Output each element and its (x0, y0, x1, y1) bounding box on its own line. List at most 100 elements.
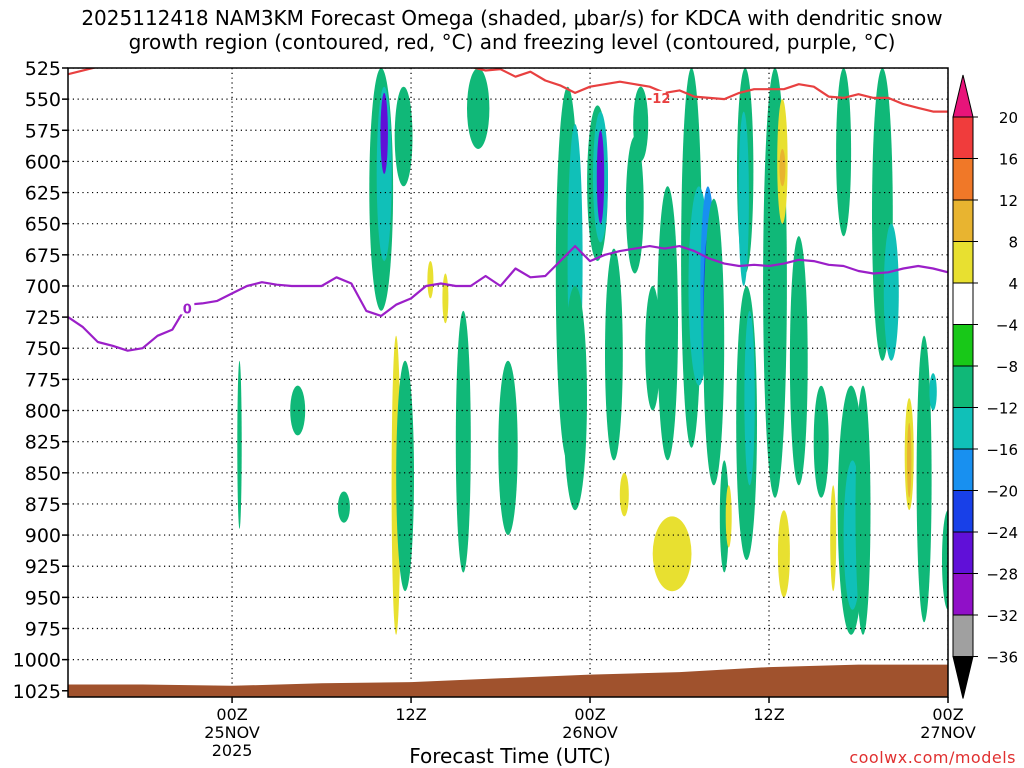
freezing-contour-label: 0 (183, 302, 192, 317)
omega-cell (563, 286, 587, 511)
x-tick-label: 12Z (395, 705, 426, 724)
colorbar-segment (952, 448, 974, 491)
colorbar-label: 8 (1008, 234, 1018, 252)
omega-cell (883, 223, 899, 361)
omega-cell (993, 68, 1002, 99)
omega-cell (467, 68, 490, 149)
colorbar: 20 16 12 8 4 −4 −8 −12 −16 −20 −24 −28 −32 −36 (952, 74, 1018, 699)
y-tick-label: 925 (25, 556, 61, 578)
colorbar-segment (952, 407, 974, 450)
grid-lines (68, 68, 948, 697)
omega-cell (836, 68, 852, 237)
chart-title-line1: 2025112418 NAM3KM Forecast Omega (shaded… (81, 6, 943, 30)
omega-cell (498, 360, 518, 536)
freezing-level-contour (68, 245, 948, 352)
y-tick-label: 875 (25, 494, 61, 516)
chart-title: 2025112418 NAM3KM Forecast Omega (shaded… (0, 6, 1024, 54)
x-tick-label: 27NOV (920, 723, 976, 742)
y-tick-label: 800 (25, 401, 61, 423)
omega-cell (396, 360, 414, 592)
y-tick-label: 1000 (13, 650, 61, 672)
colorbar-segment (952, 573, 974, 616)
colorbar-segment (952, 282, 974, 325)
y-tick-label: 1025 (13, 681, 61, 703)
colorbar-label: −8 (996, 358, 1018, 376)
y-tick-label: 650 (25, 214, 61, 236)
plot-frame (67, 67, 949, 698)
colorbar-segment (952, 614, 974, 657)
y-tick-label: 825 (25, 432, 61, 454)
y-tick-label: 525 (25, 58, 61, 80)
omega-cell (738, 111, 749, 286)
colorbar-segment (952, 531, 974, 574)
x-tick-label: 00Z (932, 705, 963, 724)
omega-cell (929, 373, 937, 411)
colorbar-label: −20 (986, 483, 1018, 501)
colorbar-segment (952, 324, 974, 367)
omega-cell (337, 491, 350, 523)
omega-cell (779, 148, 786, 187)
colorbar-label: −4 (996, 317, 1018, 335)
credit-text: coolwx.com/models (849, 748, 1016, 767)
x-tick-label: 2025 (212, 741, 253, 760)
y-tick-label: 600 (25, 151, 61, 173)
contour-label-bg (651, 90, 666, 104)
colorbar-segment (952, 241, 974, 284)
omega-cell (652, 516, 692, 592)
omega-cell (703, 198, 725, 486)
colorbar-label: −12 (986, 400, 1018, 418)
omega-cell (455, 310, 471, 573)
x-tick-label: 25NOV (204, 723, 260, 742)
contour-label-bg (180, 301, 195, 315)
y-tick-label: 575 (25, 120, 61, 142)
x-tick-label: 00Z (574, 705, 605, 724)
y-tick-label: 900 (25, 525, 61, 547)
omega-cell (625, 136, 644, 274)
omega-cell (719, 460, 729, 573)
colorbar-label: 20 (999, 109, 1018, 127)
omega-cell (427, 261, 434, 299)
omega-cell (605, 248, 623, 461)
colorbar-label: −36 (986, 649, 1018, 667)
omega-cell (442, 273, 449, 324)
omega-cell (596, 130, 605, 224)
y-axis: 525 550 575 600 625 650 675 700 725 750 775 800 825 8… (13, 58, 68, 703)
colorbar-segment (952, 199, 974, 242)
colorbar-label: −32 (986, 607, 1018, 625)
x-tick-label: 12Z (753, 705, 784, 724)
colorbar-bottom-arrow (952, 656, 974, 699)
omega-cell (725, 485, 732, 548)
y-tick-label: 850 (25, 463, 61, 485)
omega-cell (916, 335, 932, 623)
omega-cell (813, 385, 829, 498)
omega-cell (657, 186, 678, 461)
omega-cell (777, 510, 790, 598)
colorbar-segment (952, 365, 974, 408)
omega-cell (380, 92, 388, 174)
contours: -12 0 (68, 68, 948, 352)
omega-cell (290, 385, 306, 436)
y-tick-label: 950 (25, 587, 61, 609)
y-tick-label: 725 (25, 307, 61, 329)
colorbar-label: 4 (1008, 275, 1018, 293)
omega-cell (907, 422, 912, 498)
x-tick-label: 26NOV (562, 723, 618, 742)
omega-cell (619, 472, 629, 517)
omega-cell (633, 86, 649, 162)
colorbar-label: −28 (986, 566, 1018, 584)
dendritic-contour-label: -12 (647, 92, 671, 107)
omega-cell (979, 224, 992, 349)
x-tick-label: 00Z (216, 705, 247, 724)
omega-cell (744, 310, 755, 486)
colorbar-label: −16 (986, 441, 1018, 459)
omega-cell (394, 86, 413, 187)
terrain-fill (68, 664, 948, 697)
colorbar-segment (952, 490, 974, 533)
omega-cell (237, 360, 242, 529)
terrain (68, 664, 948, 697)
y-tick-label: 975 (25, 618, 61, 640)
colorbar-segment (952, 158, 974, 201)
y-tick-label: 700 (25, 276, 61, 298)
x-axis-title: Forecast Time (UTC) (409, 744, 611, 768)
